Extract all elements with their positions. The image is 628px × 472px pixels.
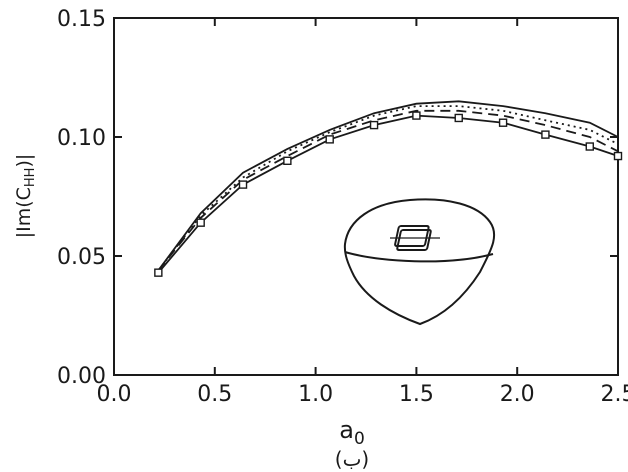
y-tick-label: 0.15: [57, 7, 106, 32]
square-data-point: [613, 151, 623, 161]
y-tick-label: 0.10: [57, 126, 106, 151]
inset-outline: [343, 198, 496, 326]
x-tick-label: 1.0: [298, 382, 333, 407]
square-data-point: [196, 218, 205, 227]
y-axis-ticks: 0.00 0.05 0.10 0.15: [57, 7, 618, 389]
figure-caption: (ب): [335, 447, 369, 471]
square-data-point: [154, 268, 163, 277]
square-data-point: [412, 111, 421, 120]
inset-surface-line: [344, 251, 494, 263]
plot-frame: [113, 17, 619, 376]
series-line-dashed: [157, 109, 619, 271]
marker-layer: [154, 111, 623, 277]
y-axis-label-suffix: )|: [13, 154, 35, 168]
square-data-point: [585, 142, 594, 151]
inset-soil-sketch: [343, 198, 496, 326]
square-data-point: [325, 135, 334, 144]
x-axis-label: a0: [339, 416, 365, 449]
y-tick-label: 0.00: [57, 364, 106, 389]
y-tick-label: 0.05: [57, 245, 106, 270]
square-data-point: [498, 118, 508, 127]
x-tick-label: 0.5: [197, 382, 232, 407]
inset-foundation-block: [394, 225, 432, 251]
square-data-point: [454, 113, 463, 123]
y-axis-label: |Im(CHH)|: [13, 154, 38, 239]
series-layer: [157, 100, 619, 274]
x-tick-label: 2.5: [601, 382, 628, 407]
x-tick-label: 0.0: [97, 382, 132, 407]
y-axis-label-subscript: HH: [23, 168, 38, 188]
x-tick-label: 1.5: [399, 382, 434, 407]
x-tick-label: 2.0: [500, 382, 535, 407]
series-line-solid-square-markers: [157, 114, 619, 274]
x-axis-ticks: 0.0 0.5 1.0 1.5 2.0 2.5: [97, 18, 628, 407]
square-data-point: [238, 180, 248, 189]
square-data-point: [369, 120, 379, 130]
square-data-point: [283, 156, 292, 166]
series-line-solid: [157, 100, 619, 271]
square-data-point: [541, 130, 550, 139]
x-axis-label-subscript: 0: [354, 429, 365, 449]
